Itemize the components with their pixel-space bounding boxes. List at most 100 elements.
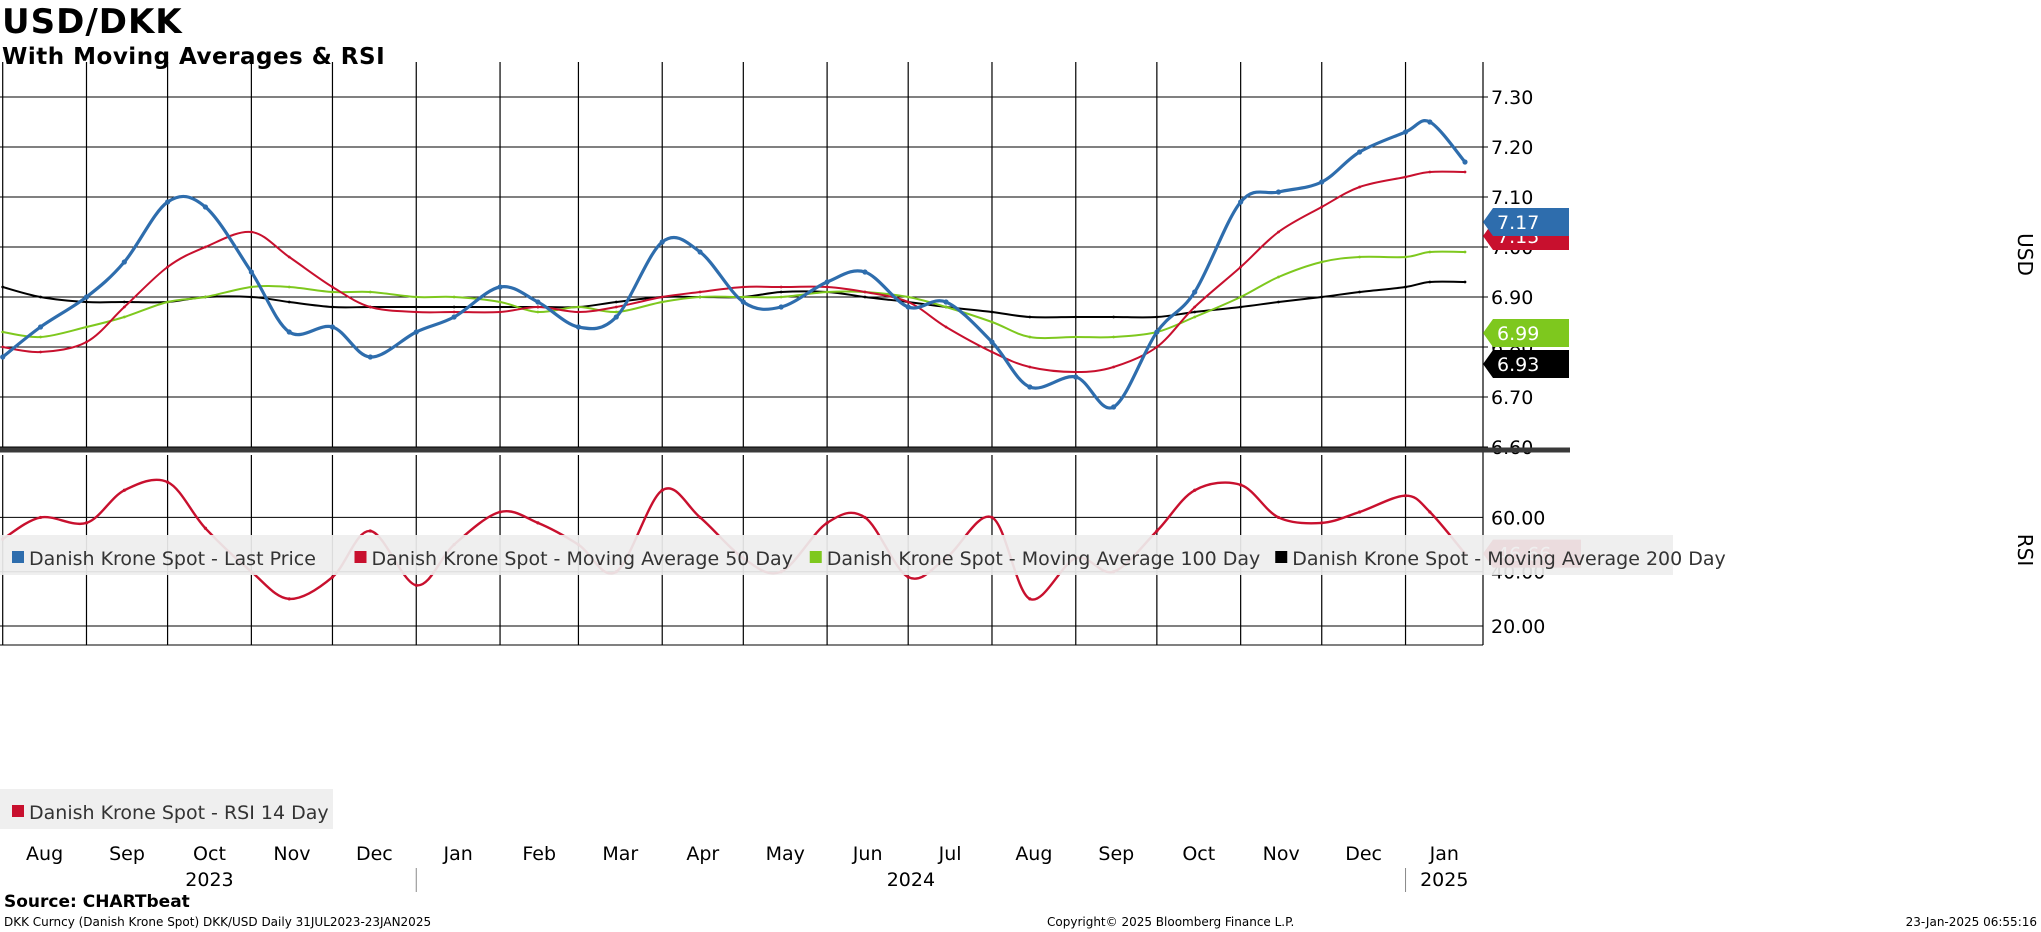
series-ma100-point — [39, 335, 42, 339]
series-rsi-point — [1239, 483, 1243, 487]
series-ma50-point — [414, 310, 418, 314]
series-ma50-point — [249, 230, 253, 234]
series-ma50-point — [166, 265, 169, 269]
axis-labels: 6.606.706.806.907.007.107.207.3020.0040.… — [0, 62, 2037, 892]
legend-swatch — [354, 551, 367, 563]
rsi-ytick-label: 20.00 — [1491, 616, 1545, 638]
series-ma50-point — [779, 285, 783, 289]
legend-label: Danish Krone Spot - Moving Average 200 D… — [1292, 548, 1726, 570]
series-rsi-point — [414, 583, 418, 587]
series-last-price-point — [778, 304, 784, 310]
series-ma50-point — [1463, 170, 1467, 174]
x-month-label: Oct — [1182, 843, 1215, 865]
series-ma100-point — [1112, 335, 1116, 339]
series-ma100-point — [1358, 255, 1361, 259]
series-ma200-point — [1193, 310, 1197, 314]
legend-swatch — [809, 551, 822, 563]
legend-swatch — [1275, 551, 1288, 563]
series-last-price-point — [1462, 159, 1468, 165]
series-ma100-point — [331, 290, 334, 294]
price-ytick-label: 6.70 — [1491, 387, 1533, 409]
series-ma50-point — [741, 285, 745, 289]
series-ma200-point — [614, 300, 618, 304]
series-last-price-point — [989, 339, 995, 345]
series-rsi-point — [368, 529, 372, 533]
x-month-label: Nov — [1263, 843, 1300, 865]
series-rsi-point — [863, 515, 867, 520]
chart-subtitle: With Moving Averages & RSI — [2, 44, 386, 70]
price-ylabel: USD — [2013, 233, 2037, 276]
series-ma50-point — [452, 310, 456, 314]
series-ma50 — [2, 170, 1466, 374]
x-month-label: Jan — [1429, 843, 1459, 865]
series-ma100-point — [1428, 250, 1432, 254]
rsi-legend-bg — [0, 789, 333, 829]
x-month-label: Jul — [938, 843, 962, 865]
price-ytick-label: 7.10 — [1491, 187, 1533, 209]
series-ma100-point — [85, 325, 88, 329]
series-ma50-point — [498, 310, 502, 314]
series-ma100-point — [660, 300, 664, 304]
series-rsi-point — [38, 515, 43, 520]
series-ma50-point — [1358, 185, 1361, 189]
legend-label: Danish Krone Spot - RSI 14 Day — [29, 802, 329, 824]
series-ma200-point — [85, 300, 88, 304]
series-ma200-point — [414, 305, 418, 309]
series-last-price-point — [824, 279, 830, 285]
series-last-price-point — [1402, 129, 1409, 135]
series-ma50-point — [287, 255, 291, 259]
price-end-tag-bg — [1483, 350, 1569, 378]
series-ma200-point — [498, 305, 502, 309]
legend-label: Danish Krone Spot - Moving Average 100 D… — [827, 548, 1261, 570]
series-ma50-point — [614, 305, 618, 309]
series-ma50-point — [660, 295, 664, 299]
x-year-label: 2023 — [185, 869, 233, 891]
series-last-price-point — [1111, 404, 1117, 410]
x-month-label: Feb — [522, 843, 556, 865]
series-ma50-point — [39, 350, 42, 354]
x-month-label: Aug — [26, 843, 63, 865]
x-month-label: May — [766, 843, 805, 865]
series-ma50-point — [536, 305, 540, 309]
series-last-price — [1, 119, 1467, 410]
price-end-tag-label: 6.93 — [1497, 354, 1539, 376]
series-ma200-point — [1463, 280, 1467, 284]
series-ma50-point — [825, 285, 829, 289]
footer-timestamp: 23-Jan-2025 06:55:16 — [1905, 915, 2037, 929]
series-last-price-point — [1027, 384, 1033, 390]
legends: Danish Krone Spot - Last Price Danish Kro… — [0, 535, 1726, 829]
series-last-price-point — [413, 329, 419, 335]
series-ma100-point — [204, 295, 207, 299]
series-last-price-point — [286, 329, 292, 335]
series-last-price-point — [862, 269, 868, 275]
x-month-label: Dec — [1345, 843, 1382, 865]
series-ma100-point — [741, 295, 745, 299]
series-ma200-point — [39, 295, 42, 299]
price-legend: Danish Krone Spot - Last Price Danish Kro… — [0, 535, 1726, 575]
series-ma200-point — [122, 300, 126, 304]
series-ma100-point — [990, 320, 994, 324]
series-last-price-point — [575, 324, 582, 330]
series-ma200-point — [1028, 315, 1032, 319]
x-month-label: Oct — [193, 843, 226, 865]
series-ma50-point — [1277, 230, 1280, 234]
series-rsi-point — [536, 521, 540, 525]
series-ma100-point — [452, 295, 456, 299]
series-last-price-point — [1238, 199, 1244, 205]
series-ma200-point — [1, 285, 5, 289]
series-rsi-point — [330, 575, 335, 579]
series-ma200-point — [1112, 315, 1116, 319]
series-ma50-point — [1193, 305, 1197, 309]
legend-label: Danish Krone Spot - Last Price — [29, 548, 316, 570]
series-ma50-point — [577, 310, 580, 314]
series-ma50-point — [331, 285, 334, 289]
series-last-price-point — [248, 269, 254, 275]
series-ma100-point — [122, 315, 126, 319]
series-ma100-point — [1277, 275, 1280, 279]
series-rsi-point — [1193, 488, 1197, 492]
x-month-label: Dec — [356, 843, 393, 865]
series-ma100-point — [1463, 250, 1467, 254]
series-rsi-point — [990, 515, 994, 520]
series-rsi-point — [1403, 494, 1408, 498]
price-end-tag: 7.17 — [1483, 208, 1569, 236]
